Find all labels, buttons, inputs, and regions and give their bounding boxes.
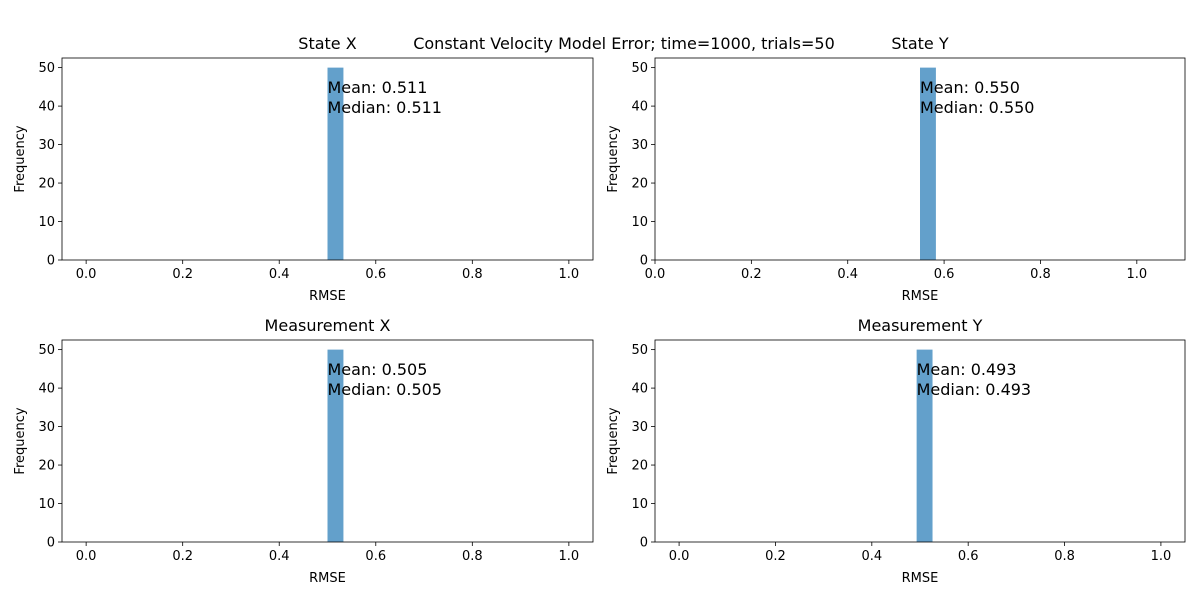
y-tick-label: 0 [640, 536, 648, 551]
subplot-title: Measurement X [265, 316, 391, 335]
y-tick-label: 40 [631, 100, 648, 115]
x-tick-label: 0.0 [669, 549, 690, 564]
x-tick-label: 0.6 [365, 267, 386, 282]
subplot-title: State X [298, 34, 356, 53]
subplot-title: Measurement Y [858, 316, 983, 335]
y-tick-label: 40 [631, 382, 648, 397]
subplot-title: State Y [891, 34, 948, 53]
y-tick-label: 40 [38, 100, 55, 115]
x-tick-label: 0.0 [76, 267, 97, 282]
y-tick-label: 20 [38, 459, 55, 474]
x-axis-label: RMSE [309, 571, 346, 586]
subplot-2: 0.0 0.2 0.4 0.6 0.8 1.0 0 10 20 30 40 50 State Y RMSE… [606, 34, 1186, 304]
y-tick-label: 50 [631, 61, 648, 76]
x-tick-label: 0.2 [741, 267, 762, 282]
y-tick-label: 20 [631, 459, 648, 474]
mean-annotation: Mean: 0.493 [917, 360, 1017, 379]
x-tick-label: 0.4 [861, 549, 882, 564]
x-tick-label: 0.4 [837, 267, 858, 282]
y-tick-label: 50 [631, 343, 648, 358]
median-annotation: Median: 0.493 [917, 380, 1031, 399]
mean-annotation: Mean: 0.511 [328, 78, 428, 97]
y-tick-label: 10 [631, 215, 648, 230]
x-tick-label: 0.8 [462, 267, 483, 282]
median-annotation: Median: 0.550 [920, 98, 1034, 117]
axes-frame [61, 57, 594, 261]
y-tick-label: 20 [631, 177, 648, 192]
y-tick-label: 10 [631, 497, 648, 512]
x-tick-label: 1.0 [1126, 267, 1147, 282]
axes-frame [654, 57, 1186, 261]
axes-frame [61, 339, 594, 543]
x-tick-label: 1.0 [1151, 549, 1172, 564]
subplot-3: 0.0 0.2 0.4 0.6 0.8 1.0 0 10 20 30 40 50 Measurement… [13, 316, 594, 586]
x-tick-label: 0.4 [269, 549, 290, 564]
x-tick-label: 0.0 [645, 267, 666, 282]
x-tick-label: 0.2 [765, 549, 786, 564]
axes-frame [654, 339, 1186, 543]
subplot-1: 0.0 0.2 0.4 0.6 0.8 1.0 0 10 20 30 40 50 State X RMSE… [13, 34, 594, 304]
y-tick-label: 20 [38, 177, 55, 192]
median-annotation: Median: 0.511 [328, 98, 442, 117]
x-tick-label: 0.8 [462, 549, 483, 564]
histogram-bar [920, 67, 936, 260]
x-axis-label: RMSE [902, 289, 939, 304]
x-tick-label: 1.0 [559, 549, 580, 564]
x-tick-label: 0.8 [1030, 267, 1051, 282]
y-tick-label: 50 [38, 343, 55, 358]
y-tick-label: 50 [38, 61, 55, 76]
y-tick-label: 10 [38, 497, 55, 512]
x-tick-label: 0.6 [958, 549, 979, 564]
x-axis-label: RMSE [309, 289, 346, 304]
x-tick-label: 0.8 [1054, 549, 1075, 564]
subplot-4: 0.0 0.2 0.4 0.6 0.8 1.0 0 10 20 30 40 50 Measurement… [606, 316, 1186, 586]
y-tick-label: 30 [38, 420, 55, 435]
y-axis-label: Frequency [606, 125, 621, 192]
y-tick-label: 10 [38, 215, 55, 230]
x-tick-label: 0.4 [269, 267, 290, 282]
x-tick-label: 0.2 [172, 549, 193, 564]
mean-annotation: Mean: 0.505 [328, 360, 428, 379]
y-tick-label: 30 [631, 420, 648, 435]
mean-annotation: Mean: 0.550 [920, 78, 1020, 97]
y-tick-label: 0 [640, 254, 648, 269]
figure-suptitle: Constant Velocity Model Error; time=1000… [413, 34, 835, 53]
histogram-bar [327, 67, 344, 260]
y-tick-label: 0 [47, 254, 55, 269]
y-tick-label: 30 [631, 138, 648, 153]
x-tick-label: 0.0 [76, 549, 97, 564]
x-tick-label: 0.6 [365, 549, 386, 564]
x-tick-label: 1.0 [559, 267, 580, 282]
histogram-bar [327, 349, 344, 542]
y-tick-label: 30 [38, 138, 55, 153]
histogram-bar [916, 349, 933, 542]
x-axis-label: RMSE [902, 571, 939, 586]
y-axis-label: Frequency [13, 125, 28, 192]
x-tick-label: 0.2 [172, 267, 193, 282]
median-annotation: Median: 0.505 [328, 380, 442, 399]
y-tick-label: 40 [38, 382, 55, 397]
y-axis-label: Frequency [606, 407, 621, 474]
y-axis-label: Frequency [13, 407, 28, 474]
y-tick-label: 0 [47, 536, 55, 551]
x-tick-label: 0.6 [934, 267, 955, 282]
